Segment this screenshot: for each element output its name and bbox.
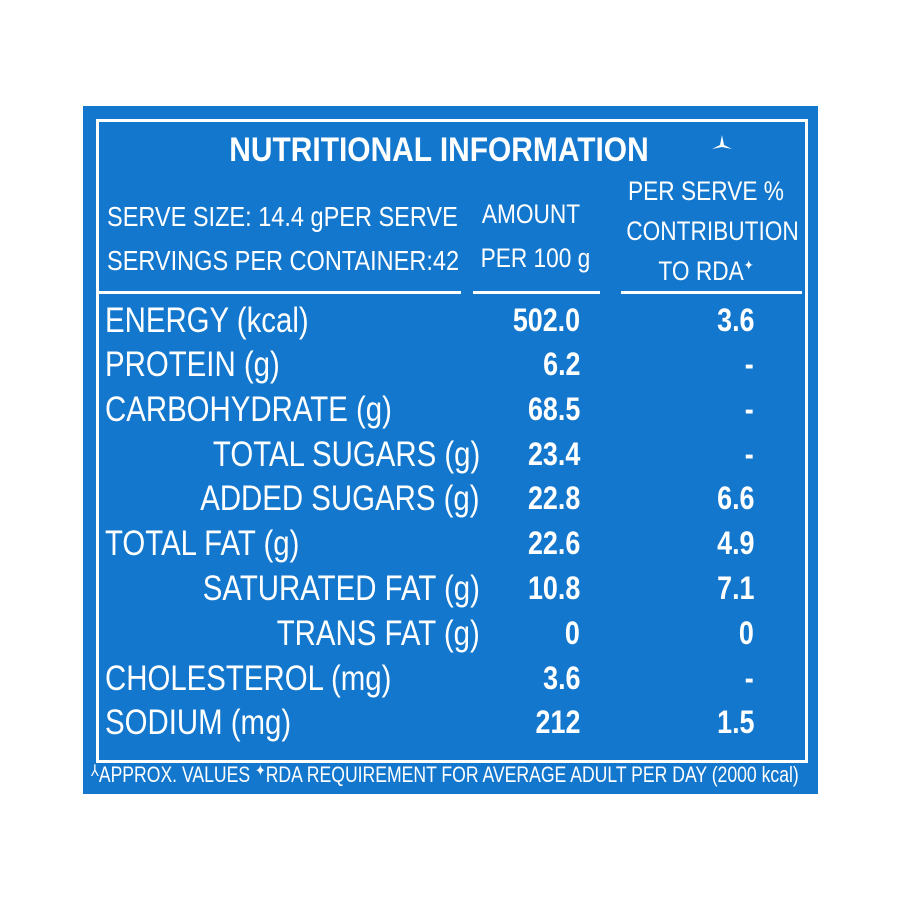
row-amount: 22.8 xyxy=(527,480,580,516)
serve-size-text: SERVE SIZE: 14.4 gPER SERVE xyxy=(107,201,458,232)
rda-header-line3: TO RDA✦ xyxy=(626,258,786,285)
row-rda: 0 xyxy=(739,615,754,651)
rda-star-icon: ✦ xyxy=(743,257,754,273)
row-rda: - xyxy=(745,391,754,427)
row-label: ENERGY (kcal) xyxy=(105,301,309,340)
nutrition-panel: NUTRITIONAL INFORMATION SERVE SIZE: 14.4… xyxy=(83,106,818,794)
row-rda: - xyxy=(745,346,754,382)
row-rda: 7.1 xyxy=(716,570,754,606)
row-rda: 4.9 xyxy=(716,525,754,561)
row-amount: 212 xyxy=(535,704,580,740)
row-amount: 68.5 xyxy=(527,391,580,427)
row-label: TRANS FAT (g) xyxy=(276,614,480,653)
panel-title: NUTRITIONAL INFORMATION xyxy=(229,131,649,169)
row-amount: 6.2 xyxy=(542,346,580,382)
row-label: ADDED SUGARS (g) xyxy=(200,479,480,518)
row-label: TOTAL FAT (g) xyxy=(105,524,300,563)
row-rda: - xyxy=(745,660,754,696)
row-rda: 6.6 xyxy=(716,480,754,516)
row-amount: 0 xyxy=(565,615,580,651)
header-rule-middle xyxy=(473,291,600,294)
approx-symbol-icon xyxy=(712,135,732,149)
amount-header-line1: AMOUNT xyxy=(481,199,581,229)
row-rda: 1.5 xyxy=(716,704,754,740)
row-rda: - xyxy=(745,436,754,472)
amount-header-line2: PER 100 g xyxy=(480,243,591,273)
header-rule-left xyxy=(99,291,461,294)
nutrition-frame xyxy=(96,119,808,763)
rda-star-icon: ✦ xyxy=(255,763,266,780)
row-label: CHOLESTEROL (mg) xyxy=(105,659,392,698)
rda-header-line2: CONTRIBUTION xyxy=(626,216,799,246)
row-amount: 502.0 xyxy=(512,302,580,338)
row-label: CARBOHYDRATE (g) xyxy=(105,390,392,429)
row-label: TOTAL SUGARS (g) xyxy=(212,435,480,474)
row-rda: 3.6 xyxy=(716,302,754,338)
row-amount: 3.6 xyxy=(542,660,580,696)
rda-header-line1: PER SERVE % xyxy=(628,176,784,206)
row-amount: 22.6 xyxy=(527,525,580,561)
row-label: SODIUM (mg) xyxy=(105,703,292,742)
footnote-approx: APPROX. VALUES xyxy=(98,762,255,787)
footnote-rda: RDA REQUIREMENT FOR AVERAGE ADULT PER DA… xyxy=(265,762,799,787)
row-amount: 10.8 xyxy=(527,570,580,606)
rda-header-text: TO RDA xyxy=(658,256,744,286)
row-amount: 23.4 xyxy=(527,436,580,472)
servings-text: SERVINGS PER CONTAINER:42 xyxy=(107,245,460,276)
footnote: ⅄APPROX. VALUES ✦RDA REQUIREMENT FOR AVE… xyxy=(91,764,799,786)
header-rule-right xyxy=(621,291,802,294)
approx-symbol-icon: ⅄ xyxy=(91,763,99,780)
row-label: PROTEIN (g) xyxy=(105,345,280,384)
row-label: SATURATED FAT (g) xyxy=(202,569,480,608)
